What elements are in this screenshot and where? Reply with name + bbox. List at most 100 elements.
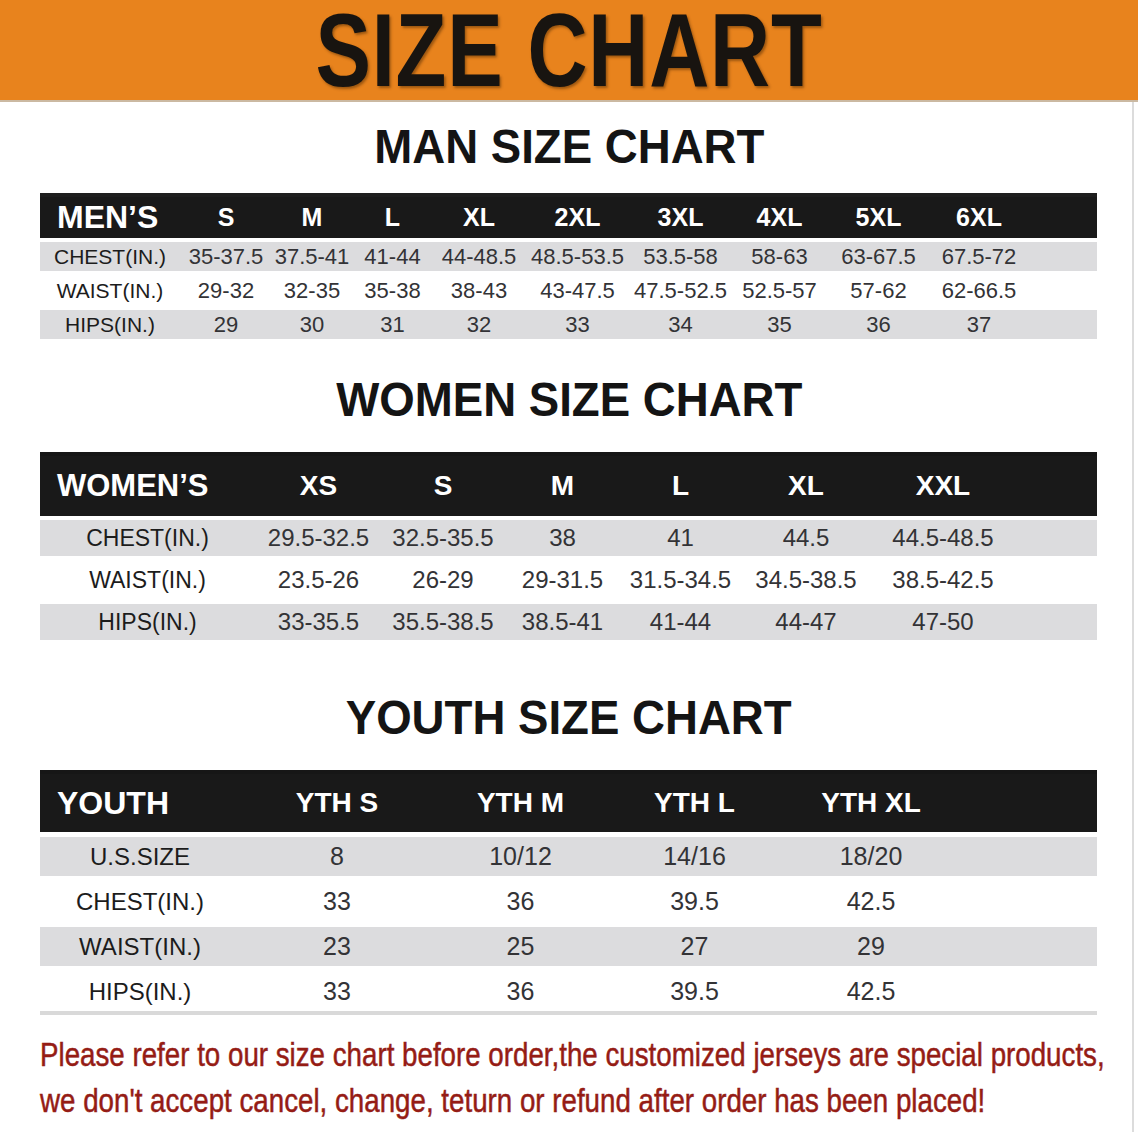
value-cell: 32 <box>433 308 525 342</box>
size-chart-page: SIZE CHART MAN SIZE CHART MEN’SSMLXL2XL3… <box>0 0 1138 1132</box>
value-cell: 62-66.5 <box>929 274 1029 308</box>
youth-size-table: YOUTHYTH SYTH MYTH LYTH XLU.S.SIZE810/12… <box>40 770 1097 1015</box>
youth-section-heading: YOUTH SIZE CHART <box>0 690 1138 745</box>
table-row: WAIST(IN.)29-3232-3535-3838-4343-47.547.… <box>40 274 1097 308</box>
value-cell: 33 <box>240 879 434 924</box>
size-header-cell: 5XL <box>828 195 929 240</box>
value-cell: 35-38 <box>352 274 433 308</box>
value-cell: 8 <box>240 835 434 880</box>
value-cell: 10/12 <box>434 835 607 880</box>
value-cell: 41 <box>621 518 740 559</box>
value-cell: 38-43 <box>433 274 525 308</box>
filler-cell <box>1014 518 1097 559</box>
women-section-heading: WOMEN SIZE CHART <box>0 372 1138 427</box>
value-cell: 42.5 <box>782 879 960 924</box>
value-cell: 44.5-48.5 <box>872 518 1014 559</box>
table-row: CHEST(IN.)29.5-32.532.5-35.5384144.544.5… <box>40 518 1097 559</box>
value-cell: 35.5-38.5 <box>382 601 504 643</box>
size-header-cell: 6XL <box>929 195 1029 240</box>
value-cell: 44.5 <box>740 518 872 559</box>
size-header-cell: YTH S <box>240 772 434 835</box>
row-label-cell: CHEST(IN.) <box>40 879 240 924</box>
table-row: CHEST(IN.)333639.542.5 <box>40 879 1097 924</box>
value-cell: 53.5-58 <box>630 240 731 274</box>
filler-cell <box>960 835 1097 880</box>
value-cell: 26-29 <box>382 559 504 601</box>
value-cell: 35 <box>731 308 828 342</box>
value-cell: 33 <box>240 969 434 1013</box>
row-label-cell: WAIST(IN.) <box>40 559 255 601</box>
value-cell: 34 <box>630 308 731 342</box>
filler-cell <box>1014 559 1097 601</box>
value-cell: 44-47 <box>740 601 872 643</box>
header-row: YOUTHYTH SYTH MYTH LYTH XL <box>40 772 1097 835</box>
value-cell: 39.5 <box>607 969 782 1013</box>
filler-cell <box>1029 240 1097 274</box>
filler-cell <box>1029 195 1097 240</box>
size-header-cell: M <box>272 195 352 240</box>
size-header-cell: 2XL <box>525 195 630 240</box>
value-cell: 23 <box>240 924 434 969</box>
value-cell: 38 <box>504 518 621 559</box>
banner: SIZE CHART <box>0 0 1138 102</box>
size-header-cell: S <box>382 454 504 518</box>
filler-cell <box>1029 274 1097 308</box>
table-title-cell: MEN’S <box>40 195 180 240</box>
size-header-cell: XXL <box>872 454 1014 518</box>
value-cell: 31 <box>352 308 433 342</box>
table-row: CHEST(IN.)35-37.537.5-4141-4444-48.548.5… <box>40 240 1097 274</box>
table-title-cell: YOUTH <box>40 772 240 835</box>
size-header-cell: XL <box>433 195 525 240</box>
value-cell: 23.5-26 <box>255 559 382 601</box>
value-cell: 36 <box>434 969 607 1013</box>
women-size-table: WOMEN’SXSSMLXLXXLCHEST(IN.)29.5-32.532.5… <box>40 452 1097 646</box>
value-cell: 31.5-34.5 <box>621 559 740 601</box>
filler-cell <box>960 969 1097 1013</box>
value-cell: 42.5 <box>782 969 960 1013</box>
size-header-cell: S <box>180 195 272 240</box>
header-row: MEN’SSMLXL2XL3XL4XL5XL6XL <box>40 195 1097 240</box>
size-header-cell: YTH M <box>434 772 607 835</box>
value-cell: 47-50 <box>872 601 1014 643</box>
size-header-cell: L <box>352 195 433 240</box>
value-cell: 58-63 <box>731 240 828 274</box>
value-cell: 38.5-42.5 <box>872 559 1014 601</box>
table-row: HIPS(IN.)333639.542.5 <box>40 969 1097 1013</box>
value-cell: 34.5-38.5 <box>740 559 872 601</box>
disclaimer: Please refer to our size chart before or… <box>40 1032 1120 1124</box>
filler-cell <box>960 879 1097 924</box>
value-cell: 63-67.5 <box>828 240 929 274</box>
filler-cell <box>1014 601 1097 643</box>
row-label-cell: HIPS(IN.) <box>40 308 180 342</box>
value-cell: 33 <box>525 308 630 342</box>
value-cell: 32-35 <box>272 274 352 308</box>
value-cell: 37.5-41 <box>272 240 352 274</box>
table-title-cell: WOMEN’S <box>40 454 255 518</box>
value-cell: 47.5-52.5 <box>630 274 731 308</box>
value-cell: 36 <box>828 308 929 342</box>
value-cell: 35-37.5 <box>180 240 272 274</box>
value-cell: 29 <box>782 924 960 969</box>
table-row: HIPS(IN.)33-35.535.5-38.538.5-4141-4444-… <box>40 601 1097 643</box>
value-cell: 41-44 <box>352 240 433 274</box>
value-cell: 25 <box>434 924 607 969</box>
row-label-cell: HIPS(IN.) <box>40 969 240 1013</box>
table-row: WAIST(IN.)23.5-2626-2929-31.531.5-34.534… <box>40 559 1097 601</box>
filler-cell <box>960 772 1097 835</box>
value-cell: 32.5-35.5 <box>382 518 504 559</box>
row-label-cell: CHEST(IN.) <box>40 518 255 559</box>
value-cell: 29.5-32.5 <box>255 518 382 559</box>
page-edge-line <box>1132 102 1134 1132</box>
value-cell: 33-35.5 <box>255 601 382 643</box>
value-cell: 29-31.5 <box>504 559 621 601</box>
row-label-cell: WAIST(IN.) <box>40 924 240 969</box>
value-cell: 14/16 <box>607 835 782 880</box>
row-label-cell: WAIST(IN.) <box>40 274 180 308</box>
value-cell: 38.5-41 <box>504 601 621 643</box>
value-cell: 41-44 <box>621 601 740 643</box>
row-label-cell: CHEST(IN.) <box>40 240 180 274</box>
disclaimer-line-2: we don't accept cancel, change, teturn o… <box>40 1078 947 1124</box>
size-header-cell: YTH XL <box>782 772 960 835</box>
value-cell: 18/20 <box>782 835 960 880</box>
filler-cell <box>960 924 1097 969</box>
